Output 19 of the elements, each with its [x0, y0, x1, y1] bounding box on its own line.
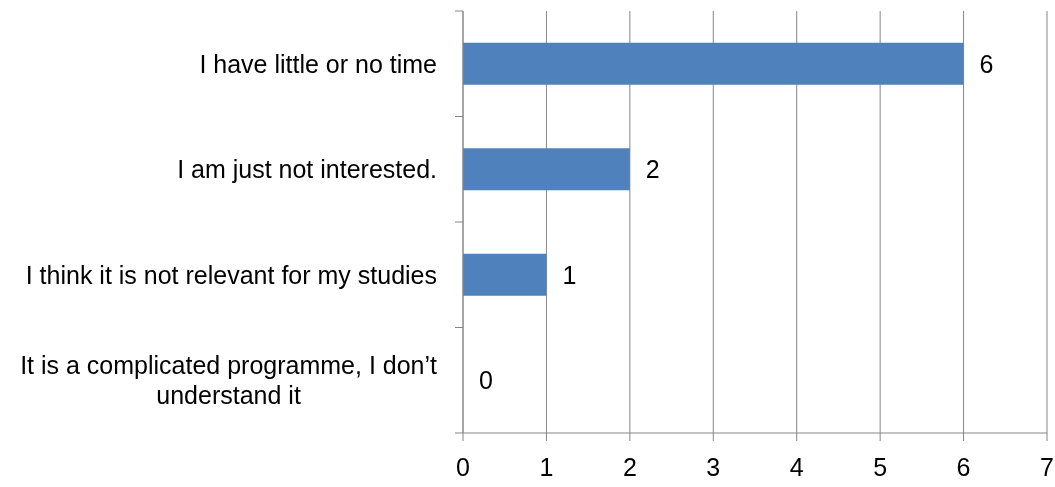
y-tick-label: I have little or no time	[199, 49, 437, 78]
x-tick-label: 6	[956, 452, 971, 481]
data-label: 6	[979, 49, 994, 78]
x-tick-label: 2	[622, 452, 637, 481]
bar	[463, 148, 630, 191]
x-tick-label: 5	[873, 452, 888, 481]
x-tick-label: 4	[789, 452, 804, 481]
x-tick-label: 0	[456, 452, 470, 481]
y-tick-label: I think it is not relevant for my studies	[25, 260, 437, 289]
x-tick-label: 7	[1040, 452, 1054, 481]
data-label: 1	[562, 260, 577, 289]
x-tick-label: 3	[706, 452, 721, 481]
y-tick-label: It is a complicated programme, I don’t understand it	[20, 351, 438, 410]
bar	[463, 42, 964, 85]
data-label: 0	[479, 366, 493, 395]
data-label: 2	[645, 155, 660, 184]
y-tick-label: I am just not interested.	[177, 155, 437, 184]
bar	[463, 253, 547, 296]
x-tick-label: 1	[539, 452, 554, 481]
